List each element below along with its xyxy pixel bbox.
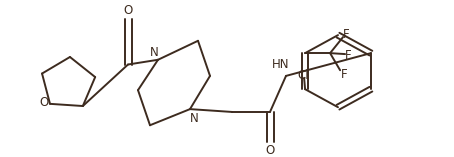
Text: F: F [345, 49, 351, 62]
Text: O: O [123, 4, 133, 17]
Text: HN: HN [272, 58, 290, 71]
Text: O: O [266, 144, 275, 157]
Text: N: N [190, 112, 198, 125]
Text: F: F [343, 28, 350, 41]
Text: Cl: Cl [297, 69, 309, 82]
Text: N: N [150, 46, 158, 59]
Text: O: O [39, 96, 49, 109]
Text: F: F [341, 68, 347, 81]
